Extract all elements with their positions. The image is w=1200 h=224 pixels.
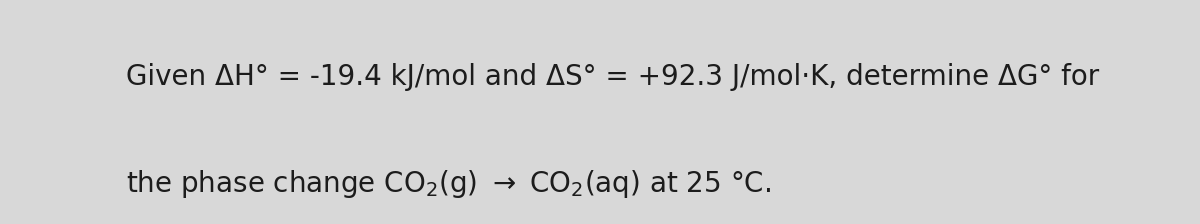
Text: the phase change CO$_2$(g) $\rightarrow$ CO$_2$(aq) at 25 °C.: the phase change CO$_2$(g) $\rightarrow$… [126,168,772,200]
Text: Given ΔH° = -19.4 kJ/mol and ΔS° = +92.3 J/mol·K, determine ΔG° for: Given ΔH° = -19.4 kJ/mol and ΔS° = +92.3… [126,63,1099,91]
